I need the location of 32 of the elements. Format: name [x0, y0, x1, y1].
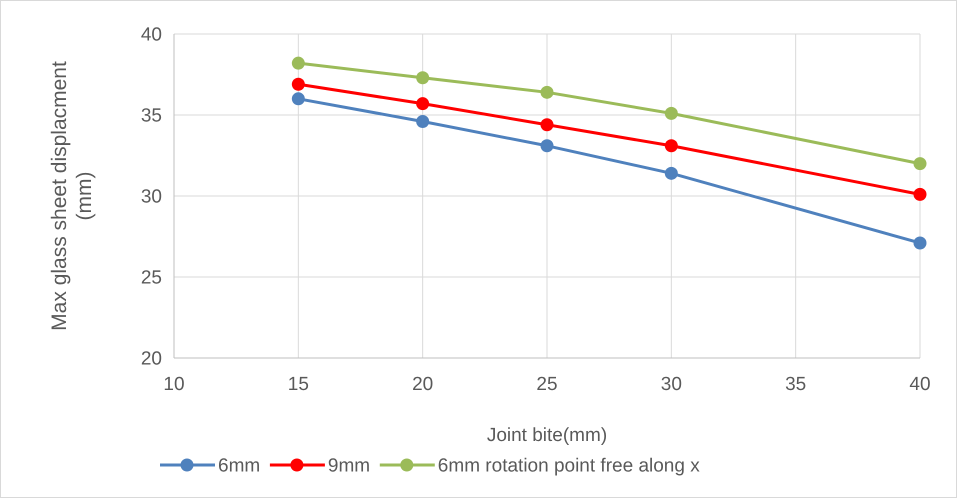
point [664, 166, 678, 180]
point [914, 188, 926, 201]
y-tick-label: 30 [140, 186, 162, 208]
point [292, 78, 305, 91]
x-axis-title: Joint bite(mm) [486, 425, 608, 446]
point [416, 114, 430, 128]
point [664, 106, 678, 120]
x-tick-label: 10 [163, 374, 185, 395]
point [914, 236, 926, 250]
legend-label: 9mm [328, 456, 370, 477]
point [540, 118, 554, 132]
y-tick-label: 20 [140, 348, 162, 370]
point [540, 139, 554, 152]
x-tick-label: 30 [660, 374, 682, 395]
legend-label: 6mm [218, 456, 260, 477]
point [292, 92, 305, 106]
x-tick-label: 35 [785, 374, 806, 395]
x-tick-label: 20 [412, 374, 434, 395]
x-tick-label: 25 [536, 374, 558, 395]
point [540, 86, 554, 99]
y-axis-title: Max glass sheet displacment (mm) [48, 61, 96, 331]
legend-label: 6mm rotation point free along x [438, 456, 700, 477]
point [914, 157, 926, 170]
point [416, 97, 430, 110]
x-tick-label: 15 [288, 374, 309, 395]
point [416, 71, 430, 84]
y-tick-label: 40 [140, 24, 162, 46]
point [664, 139, 678, 152]
y-tick-label: 25 [140, 268, 162, 289]
x-tick-label: 40 [909, 374, 931, 395]
y-tick-label: 35 [140, 106, 162, 127]
point [292, 56, 305, 70]
